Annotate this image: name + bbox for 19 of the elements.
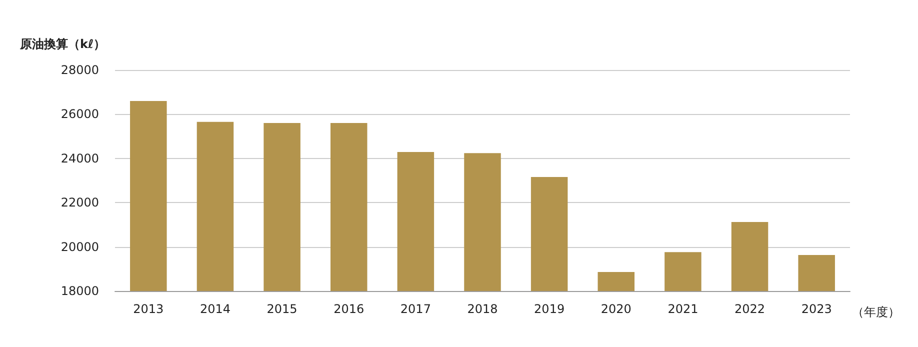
x-tick-label: 2021 xyxy=(668,302,698,316)
y-tick-label: 28000 xyxy=(60,63,99,77)
y-tick-label: 24000 xyxy=(60,151,99,166)
y-tick-label: 20000 xyxy=(60,240,99,254)
x-tick-label: 2019 xyxy=(534,302,565,316)
x-tick-label: 2014 xyxy=(200,302,230,316)
x-tick-label: 2016 xyxy=(334,302,364,316)
x-tick-label: 2013 xyxy=(133,302,164,316)
x-axis-title: （年度） xyxy=(852,305,900,319)
y-tick-label: 26000 xyxy=(60,107,99,122)
y-axis-title: 原油換算（kℓ） xyxy=(19,37,106,51)
x-tick-label: 2015 xyxy=(266,302,298,316)
x-tick-label: 2023 xyxy=(801,302,832,316)
x-tick-label: 2020 xyxy=(600,302,632,316)
x-tick-label: 2017 xyxy=(400,302,431,316)
x-tick-label: 2022 xyxy=(734,302,766,316)
y-tick-label: 18000 xyxy=(60,284,99,298)
x-tick-label: 2018 xyxy=(467,302,498,316)
y-tick-label: 22000 xyxy=(60,196,99,210)
